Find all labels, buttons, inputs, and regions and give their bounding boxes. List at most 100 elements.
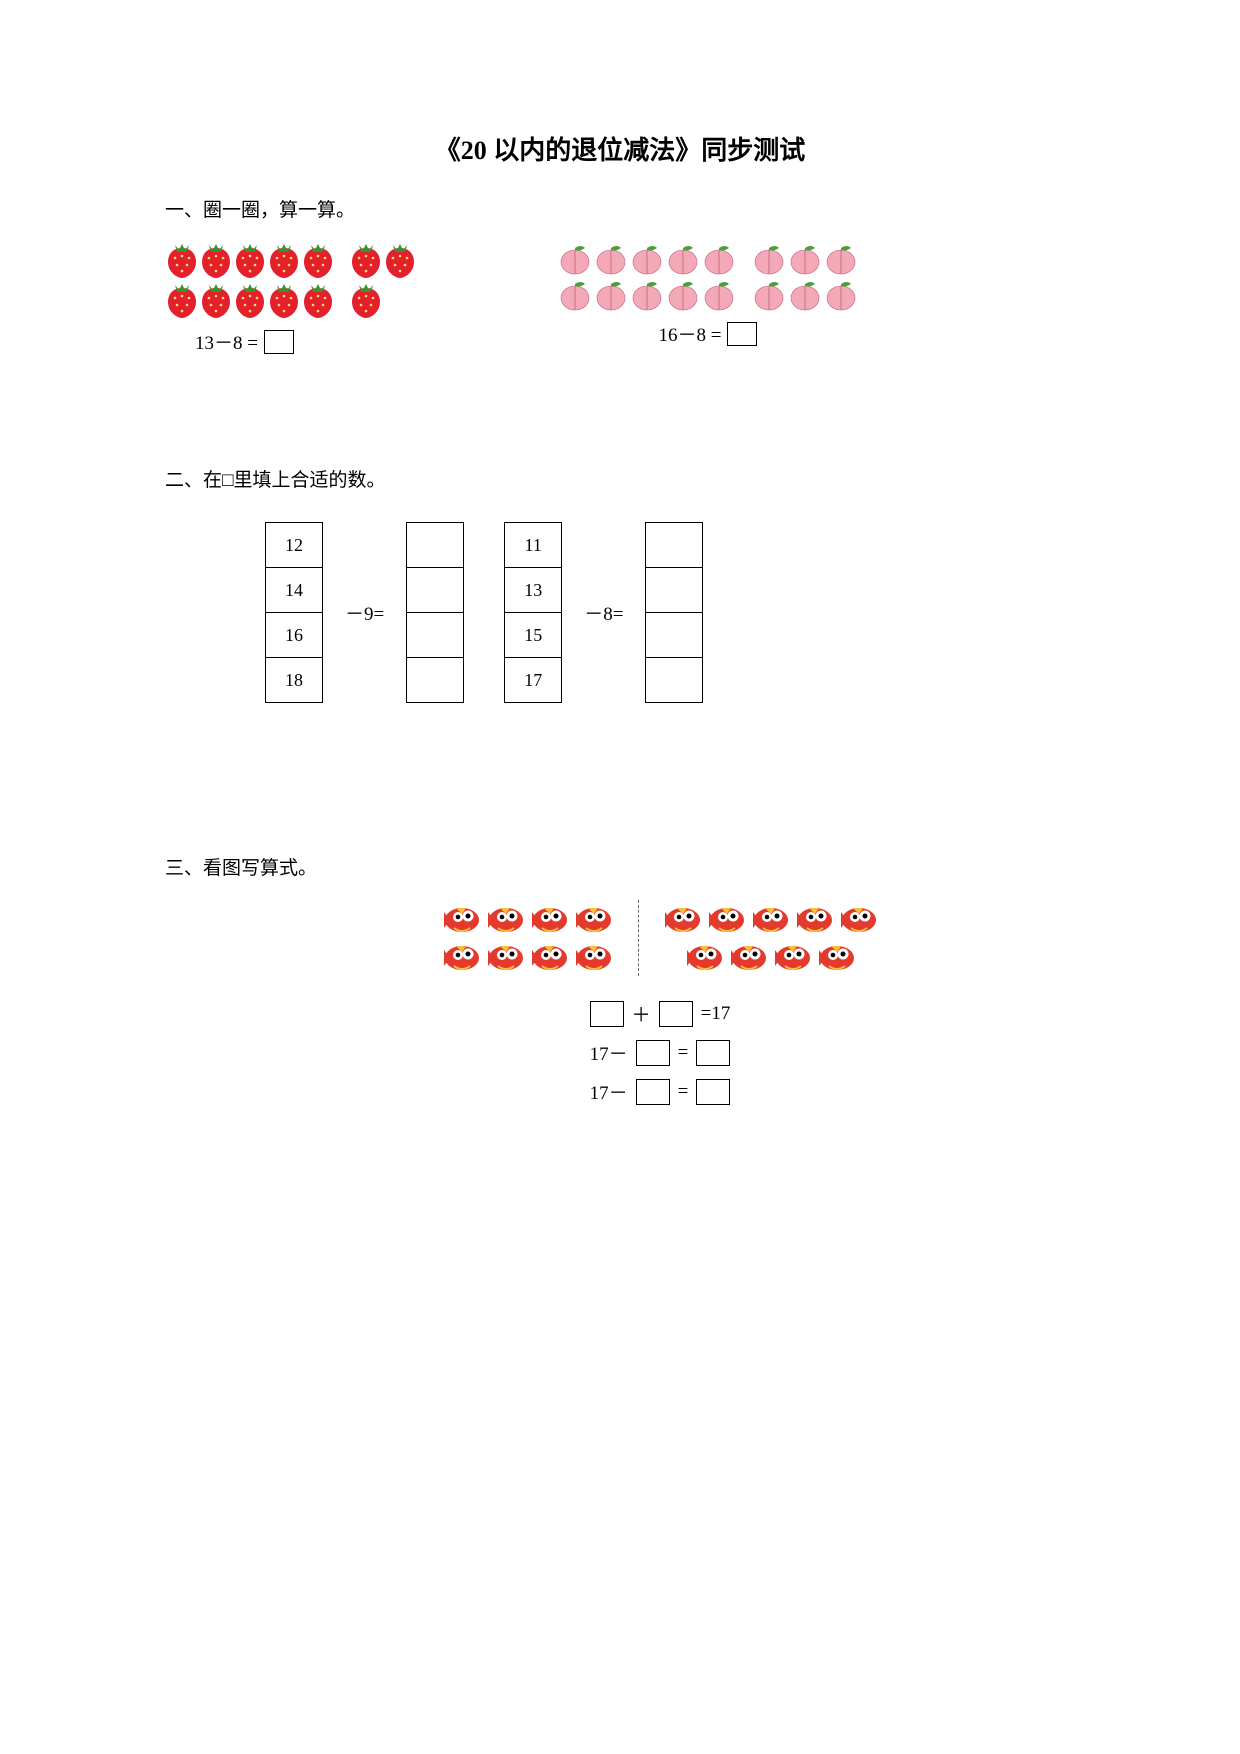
peach-icon: [751, 242, 787, 276]
strawberry-icon: [199, 282, 233, 320]
fruit-row: [165, 282, 417, 320]
fish-row: [440, 938, 616, 974]
eq-text: =17: [701, 1003, 731, 1025]
strawberry-icon: [199, 242, 233, 280]
fish-icon: [572, 938, 616, 974]
peach-icon: [787, 278, 823, 312]
strawberry-icon: [349, 242, 383, 280]
input-column: 12141618: [265, 522, 323, 703]
peach-icon: [701, 278, 737, 312]
num-cell[interactable]: [646, 523, 702, 568]
fish-rows: [440, 900, 881, 976]
strawberry-icon: [267, 242, 301, 280]
fruit-row: [557, 242, 859, 276]
peach-icon: [629, 278, 665, 312]
peach-block: 16－8 =: [557, 242, 859, 355]
fish-icon: [683, 938, 727, 974]
strawberry-icon: [383, 242, 417, 280]
fruit-row: [557, 278, 859, 312]
strawberry-icon: [233, 282, 267, 320]
eq-text: =: [678, 1042, 689, 1064]
section1-heading: 一、圈一圈，算一算。: [165, 195, 1075, 222]
fish-icon: [440, 900, 484, 936]
fish-left-group: [440, 900, 616, 976]
equation-text: 16－8 =: [659, 320, 722, 347]
section2-content: 12141618－9=11131517－8=: [165, 522, 1075, 703]
equation-right: 16－8 =: [557, 320, 859, 347]
strawberry-icon: [233, 242, 267, 280]
output-column[interactable]: [645, 522, 703, 703]
num-cell: 16: [266, 613, 322, 658]
section3-content: ＋ =17 17－ = 17－ =: [165, 900, 1075, 1105]
equation-row: 17－ =: [590, 1078, 731, 1105]
equation-left: 13－8 =: [165, 328, 417, 355]
answer-box[interactable]: [264, 330, 294, 354]
eq-text: ＋: [632, 1000, 651, 1027]
table-group: 12141618－9=: [265, 522, 464, 703]
fish-row: [661, 900, 881, 936]
answer-box[interactable]: [696, 1079, 730, 1105]
peach-icon: [665, 242, 701, 276]
num-cell[interactable]: [646, 568, 702, 613]
eq-text: 17－: [590, 1078, 628, 1105]
page-title: 《20 以内的退位减法》同步测试: [165, 130, 1075, 167]
equation-row: 17－ =: [590, 1039, 731, 1066]
answer-box[interactable]: [727, 322, 757, 346]
fish-icon: [815, 938, 859, 974]
input-column: 11131517: [504, 522, 562, 703]
num-cell: 17: [505, 658, 561, 702]
answer-box[interactable]: [636, 1040, 670, 1066]
peach-icon: [593, 278, 629, 312]
num-cell[interactable]: [407, 523, 463, 568]
peach-icon: [701, 242, 737, 276]
fish-right-group: [661, 900, 881, 976]
num-cell: 11: [505, 523, 561, 568]
answer-box[interactable]: [590, 1001, 624, 1027]
peach-icon: [629, 242, 665, 276]
peach-icon: [557, 278, 593, 312]
strawberry-icon: [349, 282, 383, 320]
fish-icon: [705, 900, 749, 936]
strawberry-icon: [165, 242, 199, 280]
equation-text: 13－8 =: [195, 328, 258, 355]
answer-box[interactable]: [659, 1001, 693, 1027]
peach-icon: [665, 278, 701, 312]
section3-heading: 三、看图写算式。: [165, 853, 1075, 880]
peach-icon: [787, 242, 823, 276]
num-cell: 18: [266, 658, 322, 702]
table-group: 11131517－8=: [504, 522, 703, 703]
fish-row: [661, 938, 881, 974]
num-cell: 15: [505, 613, 561, 658]
strawberry-icon: [267, 282, 301, 320]
strawberry-block: 13－8 =: [165, 242, 417, 355]
peach-icon: [823, 278, 859, 312]
fish-icon: [771, 938, 815, 974]
fish-icon: [484, 938, 528, 974]
fish-icon: [528, 900, 572, 936]
num-cell[interactable]: [646, 658, 702, 702]
fish-row: [440, 900, 616, 936]
fish-icon: [484, 900, 528, 936]
num-cell[interactable]: [407, 613, 463, 658]
strawberry-icon: [165, 282, 199, 320]
num-cell: 13: [505, 568, 561, 613]
strawberry-icon: [301, 242, 335, 280]
num-cell: 14: [266, 568, 322, 613]
divider-line: [638, 900, 639, 976]
answer-box[interactable]: [696, 1040, 730, 1066]
fish-icon: [528, 938, 572, 974]
answer-box[interactable]: [636, 1079, 670, 1105]
num-cell[interactable]: [407, 568, 463, 613]
fish-icon: [837, 900, 881, 936]
output-column[interactable]: [406, 522, 464, 703]
eq-text: 17－: [590, 1039, 628, 1066]
num-cell[interactable]: [407, 658, 463, 702]
section1-content: 13－8 =: [165, 242, 1075, 355]
strawberry-icon: [301, 282, 335, 320]
operator: －9=: [323, 599, 406, 626]
eq-text: =: [678, 1081, 689, 1103]
num-cell[interactable]: [646, 613, 702, 658]
peach-icon: [751, 278, 787, 312]
fish-icon: [727, 938, 771, 974]
peach-icon: [823, 242, 859, 276]
